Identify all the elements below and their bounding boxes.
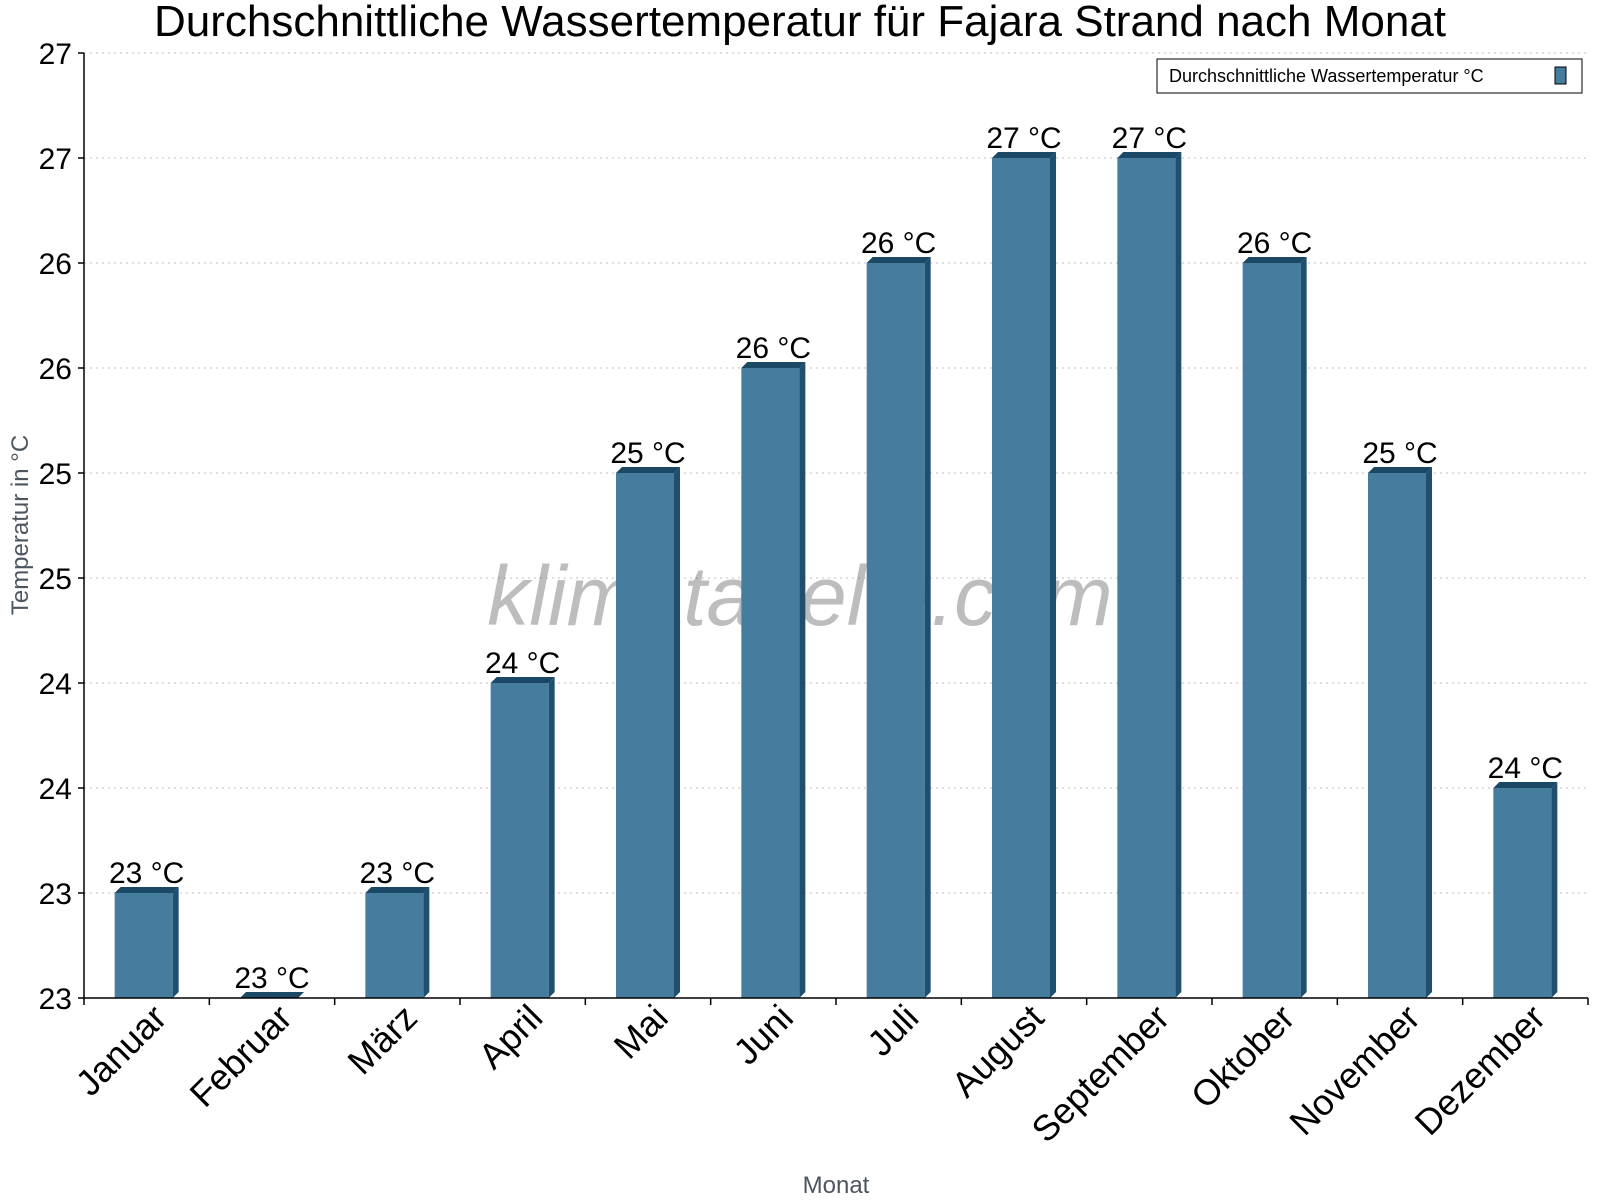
x-tick-label: September	[1023, 997, 1177, 1151]
bar-top	[365, 887, 430, 893]
data-label: 24 °C	[1488, 752, 1563, 785]
bar-top	[1493, 782, 1558, 788]
legend-swatch	[1554, 66, 1567, 85]
x-axis-label: Monat	[803, 1172, 870, 1199]
y-axis-label: Temperatur in °C	[7, 435, 34, 615]
y-tick-label: 27	[39, 38, 72, 71]
data-label: 25 °C	[610, 437, 685, 470]
bar-11	[1368, 467, 1432, 998]
data-label: 26 °C	[1237, 227, 1312, 260]
data-label: 27 °C	[986, 122, 1061, 155]
y-tick-label: 24	[39, 668, 72, 701]
bar-side	[799, 362, 806, 998]
data-label: 25 °C	[1362, 437, 1437, 470]
y-tick-label: 24	[39, 773, 72, 806]
data-label: 26 °C	[736, 332, 811, 365]
bar-top	[1242, 257, 1307, 263]
y-tick-label: 23	[39, 983, 72, 1016]
bar-face	[866, 263, 925, 998]
bar-7	[866, 257, 931, 998]
bar-top	[1117, 152, 1182, 158]
bar-face	[1117, 158, 1176, 998]
bar-top	[490, 677, 555, 683]
bar-top	[992, 152, 1056, 158]
bar-4	[490, 677, 555, 998]
bar-side	[1426, 467, 1432, 998]
x-tick-label: April	[470, 997, 550, 1077]
x-tick-label: Mai	[606, 997, 676, 1067]
legend: Durchschnittliche Wassertemperatur °C	[1156, 58, 1583, 94]
bar-10	[1242, 257, 1307, 998]
bar-5	[616, 467, 680, 998]
data-label: 23 °C	[234, 962, 309, 995]
chart-title: Durchschnittliche Wassertemperatur für F…	[154, 0, 1446, 46]
y-tick-label: 25	[39, 458, 72, 491]
bar-top	[616, 467, 680, 473]
bar-side	[172, 887, 179, 998]
x-tick-label: August	[943, 997, 1051, 1105]
x-tick-label: November	[1281, 997, 1427, 1143]
y-tick-label: 26	[39, 353, 72, 386]
x-tick-label: Juli	[859, 997, 926, 1064]
x-axis-ticks: Januar Februar März April Mai Juni Juli AugustS…	[67, 997, 1589, 1151]
bar-side	[548, 677, 555, 998]
x-tick-label: Oktober	[1183, 997, 1303, 1117]
bar-face	[114, 893, 173, 998]
bar-1	[114, 887, 179, 998]
bar-side	[423, 887, 430, 998]
bars	[114, 152, 1558, 998]
bar-top	[240, 992, 304, 998]
bar-side	[1551, 782, 1558, 998]
data-labels: 23 °C 23 °C 23 °C 24 °C 25 °C 26 °C 26 °C 27 °C…	[109, 122, 1563, 995]
x-tick-label: Juni	[725, 997, 801, 1073]
data-label: 27 °C	[1112, 122, 1187, 155]
x-tick-label: Februar	[182, 997, 300, 1115]
data-label: 26 °C	[861, 227, 936, 260]
y-tick-label: 23	[39, 878, 72, 911]
y-axis-ticks: 23 23 24 24 25 25 26 26 27 27	[39, 38, 84, 1016]
bar-top	[741, 362, 806, 368]
bar-face	[741, 368, 800, 998]
data-label: 23 °C	[360, 857, 435, 890]
bar-face	[1368, 473, 1426, 998]
gridlines	[84, 52, 1588, 894]
bar-face	[365, 893, 424, 998]
bar-side	[924, 257, 931, 998]
bar-top	[1368, 467, 1432, 473]
y-tick-label: 27	[39, 143, 72, 176]
bar-face	[616, 473, 674, 998]
bar-top	[866, 257, 931, 263]
bar-3	[365, 887, 430, 998]
y-tick-label: 26	[39, 248, 72, 281]
data-label: 23 °C	[109, 857, 184, 890]
bar-face	[992, 158, 1050, 998]
bar-2	[240, 992, 304, 998]
x-tick-label: März	[339, 997, 425, 1083]
bar-side	[674, 467, 680, 998]
bar-8	[992, 152, 1056, 998]
x-tick-label: Dezember	[1407, 997, 1553, 1143]
data-label: 24 °C	[485, 647, 560, 680]
bar-face	[1242, 263, 1301, 998]
bar-side	[1050, 152, 1056, 998]
bar-top	[114, 887, 179, 893]
bar-12	[1493, 782, 1558, 998]
bar-9	[1117, 152, 1182, 998]
y-tick-label: 25	[39, 563, 72, 596]
bar-side	[1300, 257, 1307, 998]
bar-side	[1175, 152, 1182, 998]
bar-6	[741, 362, 806, 998]
legend-box	[1156, 58, 1583, 94]
legend-label: Durchschnittliche Wassertemperatur °C	[1169, 66, 1484, 86]
bar-face	[490, 683, 549, 998]
bar-face	[1493, 788, 1552, 998]
x-tick-label: Januar	[67, 997, 174, 1104]
